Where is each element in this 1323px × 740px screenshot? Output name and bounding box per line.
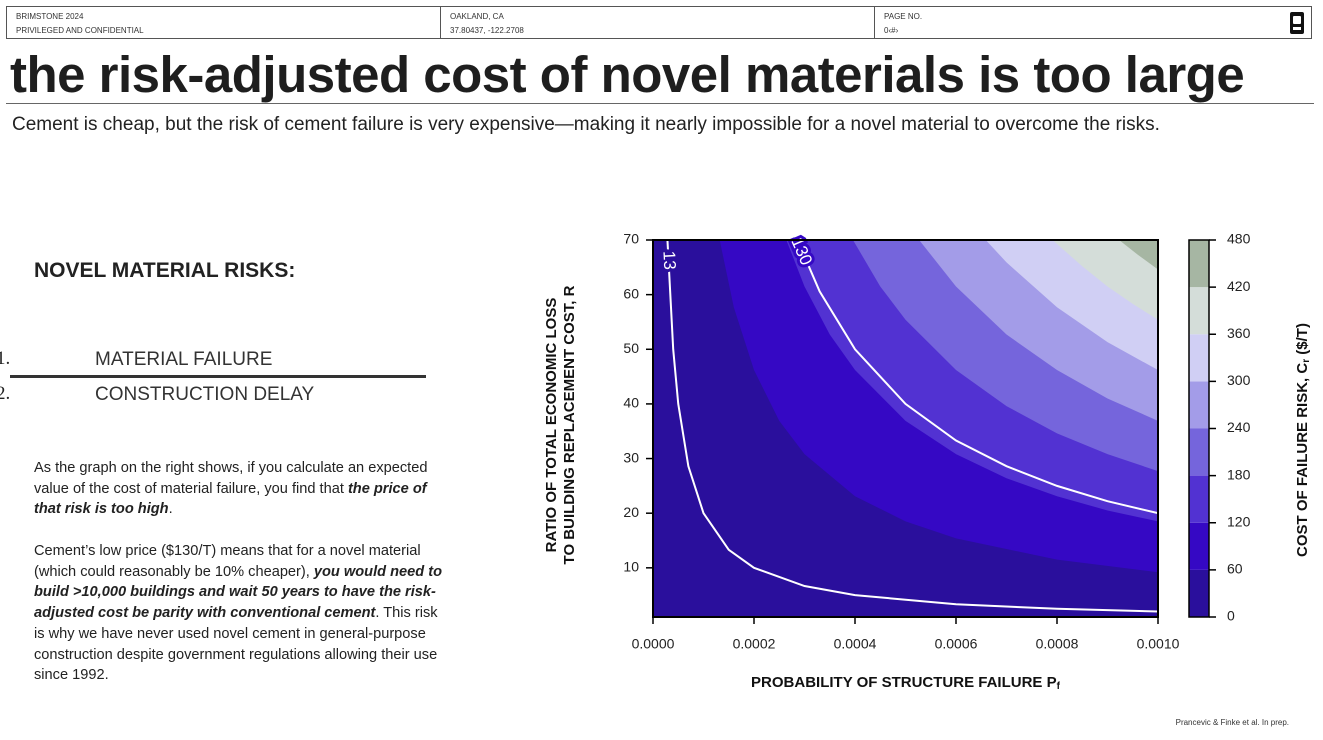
item-number: 1. — [0, 348, 11, 369]
header-text: OAKLAND, CA — [450, 12, 504, 21]
text-run: . This risk is why we have never used no… — [34, 605, 438, 684]
text-run: Cement’s low price ($130/T) means that f… — [34, 543, 421, 580]
x-axis-label-text: PROBABILITY OF STRUCTURE FAILURE P — [751, 674, 1057, 691]
title-rule — [6, 103, 1314, 104]
colorbar-label-subscript: r — [1301, 359, 1312, 363]
colorbar-tick-label: 120 — [1227, 513, 1251, 529]
text-run: As the graph on the right shows, if you … — [34, 460, 428, 497]
x-tick-label: 0.0004 — [834, 636, 877, 652]
contour-label: 13 — [659, 250, 679, 270]
y-axis-label: RATIO OF TOTAL ECONOMIC LOSS — [543, 298, 560, 553]
colorbar-label-text: COST OF FAILURE RISK, C — [1294, 363, 1311, 557]
colorbar-label: COST OF FAILURE RISK, Cr ($/T) — [1294, 323, 1312, 557]
colorbar-tick-label: 240 — [1227, 419, 1251, 435]
risk-item: CONSTRUCTION DELAY — [95, 384, 315, 405]
colorbar-swatch — [1189, 569, 1209, 617]
plot-frame — [652, 239, 1159, 618]
y-tick-label: 20 — [623, 504, 639, 520]
risks-heading: NOVEL MATERIAL RISKS: — [34, 259, 296, 282]
risk-item: MATERIAL FAILURE — [95, 349, 273, 370]
y-tick-label: 30 — [623, 449, 639, 465]
colorbar-tick-label: 180 — [1227, 466, 1251, 482]
header-text: PAGE NO. — [884, 12, 923, 21]
colorbar-tick-label: 420 — [1227, 278, 1251, 294]
subtitle: Cement is cheap, but the risk of cement … — [12, 114, 1160, 135]
header-cell: BRIMSTONE 2024 PRIVILEGED AND CONFIDENTIA… — [7, 7, 441, 38]
colorbar-swatch — [1189, 428, 1209, 476]
y-tick-label: 50 — [623, 340, 639, 356]
header-text: PRIVILEGED AND CONFIDENTIAL — [16, 26, 144, 35]
paragraph: As the graph on the right shows, if you … — [34, 458, 442, 520]
plot-area — [653, 240, 1158, 617]
logo — [1290, 12, 1304, 34]
contour-fill — [1119, 240, 1158, 270]
y-tick-label: 60 — [623, 285, 639, 301]
header-cell: PAGE NO. 0‹#› — [875, 7, 1309, 38]
x-tick-label: 0.0002 — [733, 636, 776, 652]
header-text: BRIMSTONE 2024 — [16, 12, 84, 21]
header: BRIMSTONE 2024 PRIVILEGED AND CONFIDENTIA… — [6, 6, 1312, 39]
y-axis-label: TO BUILDING REPLACEMENT COST, R — [561, 285, 578, 564]
colorbar-tick-label: 0 — [1227, 608, 1235, 624]
y-tick-label: 10 — [623, 559, 639, 575]
header-cell: OAKLAND, CA 37.80437, -122.2708 — [441, 7, 875, 38]
item-number: 2. — [0, 383, 11, 404]
colorbar-tick-label: 300 — [1227, 372, 1251, 388]
colorbar-swatch — [1189, 475, 1209, 523]
colorbar-swatch — [1189, 287, 1209, 335]
x-axis-label: PROBABILITY OF STRUCTURE FAILURE Pf — [751, 674, 1061, 692]
slide-title: the risk-adjusted cost of novel material… — [10, 46, 1245, 103]
contour-line — [796, 240, 1158, 515]
footnote: Prancevic & Finke et al. In prep. — [1175, 718, 1289, 727]
x-tick-label: 0.0008 — [1036, 636, 1079, 652]
paragraph: Cement’s low price ($130/T) means that f… — [34, 541, 442, 686]
colorbar-swatch — [1189, 381, 1209, 429]
colorbar-tick-label: 360 — [1227, 325, 1251, 341]
contour-line — [666, 240, 1158, 613]
x-tick-label: 0.0000 — [632, 636, 675, 652]
contour-fill — [1052, 240, 1158, 320]
x-axis-label-subscript: f — [1057, 681, 1061, 692]
colorbar-swatch — [1189, 334, 1209, 382]
header-text: 37.80437, -122.2708 — [450, 26, 524, 35]
emphasis: the price of that risk is too high — [34, 480, 427, 518]
y-tick-label: 70 — [623, 231, 639, 247]
colorbar-swatch — [1189, 240, 1209, 288]
header-text: 0‹#› — [884, 26, 899, 35]
x-tick-label: 0.0010 — [1137, 636, 1180, 652]
item-rule — [10, 375, 426, 378]
colorbar-label-suffix: ($/T) — [1294, 323, 1311, 359]
colorbar-tick-label: 60 — [1227, 561, 1243, 577]
x-tick-label: 0.0006 — [935, 636, 978, 652]
text-run: . — [168, 501, 173, 518]
emphasis: you would need to build >10,000 building… — [34, 563, 442, 622]
y-tick-label: 40 — [623, 395, 639, 411]
colorbar-swatch — [1189, 522, 1209, 570]
colorbar-tick-label: 480 — [1227, 231, 1251, 247]
